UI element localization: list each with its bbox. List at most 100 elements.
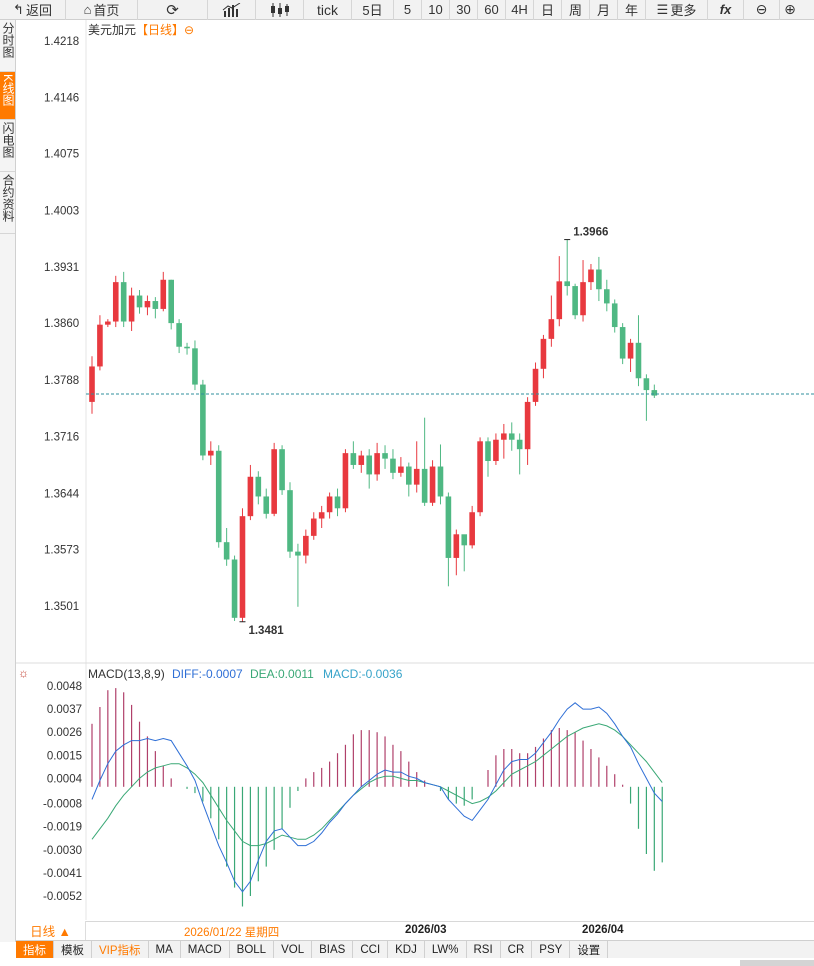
- candle: [398, 457, 404, 477]
- back-button[interactable]: ↰ 返回: [0, 0, 66, 20]
- tab-psy[interactable]: PSY: [532, 941, 571, 958]
- settings-gear-icon[interactable]: ☼: [18, 666, 29, 680]
- candle: [556, 256, 563, 327]
- tab-macd[interactable]: MACD: [181, 941, 230, 958]
- cursor-date: 2026/01/22 星期四: [184, 927, 280, 939]
- macd-tick-label: 0.0048: [47, 681, 82, 693]
- macd-tick-label: 0.0004: [47, 773, 83, 785]
- tab-contract-info[interactable]: 合约资料: [0, 172, 15, 234]
- candle-body: [318, 512, 325, 519]
- candle: [89, 356, 95, 414]
- candle-body: [572, 286, 578, 316]
- period-5d[interactable]: 5日: [352, 0, 394, 20]
- tab-ma[interactable]: MA: [149, 941, 181, 958]
- candle: [406, 462, 412, 497]
- candle-body: [540, 338, 547, 369]
- candle-body: [120, 282, 127, 322]
- candle: [516, 433, 523, 475]
- candle-body: [326, 496, 333, 513]
- macd-title: MACD(13,8,9): [88, 667, 165, 681]
- zoom-out-button[interactable]: ⊖: [744, 0, 780, 20]
- candle-body: [231, 559, 238, 618]
- tab-vip-indicators[interactable]: VIP指标: [92, 941, 149, 958]
- candle-body: [263, 496, 270, 514]
- candle-body: [358, 455, 365, 465]
- horizontal-scrollbar[interactable]: [740, 960, 814, 966]
- candle: [524, 397, 531, 465]
- price-tick-label: 1.4003: [44, 205, 79, 217]
- period-4h[interactable]: 4H: [506, 0, 534, 20]
- period-day[interactable]: 日: [534, 0, 562, 20]
- candle: [508, 422, 515, 451]
- candle: [429, 460, 436, 506]
- candle-body: [445, 496, 452, 558]
- candle: [382, 445, 388, 469]
- home-button[interactable]: ⌂ 首页: [66, 0, 138, 20]
- period-tag: 【日线】: [136, 23, 184, 37]
- candle: [342, 449, 349, 513]
- candle-body: [619, 327, 626, 359]
- collapse-icon[interactable]: ⊖: [184, 23, 194, 37]
- chart-type-button[interactable]: [208, 0, 256, 20]
- price-tick-label: 1.3501: [44, 601, 79, 613]
- tab-lw[interactable]: LW%: [425, 941, 467, 958]
- period-week[interactable]: 周: [562, 0, 590, 20]
- price-tick-label: 1.3573: [44, 544, 79, 556]
- tab-settings[interactable]: 设置: [570, 941, 609, 958]
- tab-rsi[interactable]: RSI: [467, 941, 501, 958]
- candle: [326, 492, 333, 519]
- candle-body: [350, 453, 357, 465]
- tab-kline[interactable]: K线图: [0, 72, 15, 120]
- candle-body: [413, 468, 420, 485]
- candle: [493, 433, 499, 465]
- tab-kdj[interactable]: KDJ: [388, 941, 425, 958]
- tab-templates[interactable]: 模板: [54, 941, 92, 958]
- period-5min[interactable]: 5: [394, 0, 422, 20]
- candle-body: [556, 281, 563, 320]
- tab-cr[interactable]: CR: [501, 941, 533, 958]
- period-30min[interactable]: 30: [450, 0, 478, 20]
- symbol-name: 美元加元: [88, 23, 136, 37]
- zoom-in-icon: ⊕: [784, 1, 796, 17]
- diff-line: [91, 702, 663, 893]
- tab-contract-label: 合约资料: [1, 174, 15, 222]
- period-year[interactable]: 年: [618, 0, 646, 20]
- candle: [627, 338, 634, 372]
- period-month[interactable]: 月: [590, 0, 618, 20]
- period-selector[interactable]: 日线 ▲: [16, 921, 86, 940]
- period-10min[interactable]: 10: [422, 0, 450, 20]
- candle: [588, 264, 594, 291]
- candle-body: [303, 535, 309, 556]
- tab-flash[interactable]: 闪电图: [0, 120, 15, 172]
- tab-bias[interactable]: BIAS: [312, 941, 354, 958]
- side-tabs: 分时图 K线图 闪电图 合约资料: [0, 20, 16, 942]
- macd-tick-label: 0.0026: [47, 727, 82, 739]
- candle: [271, 442, 277, 517]
- period-60min[interactable]: 60: [478, 0, 506, 20]
- candle: [112, 275, 119, 328]
- macd-diff-label: DIFF:-0.0007: [172, 667, 243, 681]
- candle: [168, 279, 174, 330]
- formula-button[interactable]: fx: [708, 0, 744, 20]
- zoom-in-button[interactable]: ⊕: [780, 0, 800, 20]
- candle-body: [223, 542, 230, 560]
- candle: [152, 297, 159, 319]
- tab-indicators[interactable]: 指标: [16, 941, 54, 958]
- tab-vol[interactable]: VOL: [274, 941, 313, 958]
- candle-body: [461, 534, 468, 546]
- price-tick-label: 1.3788: [44, 375, 79, 387]
- tab-cci[interactable]: CCI: [353, 941, 389, 958]
- macd-tick-label: -0.0030: [43, 845, 82, 857]
- candle-body: [184, 346, 190, 349]
- tick-button[interactable]: tick: [304, 0, 352, 20]
- refresh-button[interactable]: ⟳: [138, 0, 208, 20]
- candle: [160, 271, 167, 312]
- candle-body: [588, 269, 594, 283]
- candle: [390, 449, 396, 480]
- more-button[interactable]: ☰ 更多: [646, 0, 708, 20]
- candle: [295, 543, 301, 607]
- candle-type-button[interactable]: [256, 0, 304, 20]
- tab-intraday[interactable]: 分时图: [0, 20, 15, 72]
- tab-boll[interactable]: BOLL: [230, 941, 275, 958]
- chart-area[interactable]: 1.4218 1.4146 1.4075 1.4003 1.3931 1.3860 1.37…: [16, 20, 814, 921]
